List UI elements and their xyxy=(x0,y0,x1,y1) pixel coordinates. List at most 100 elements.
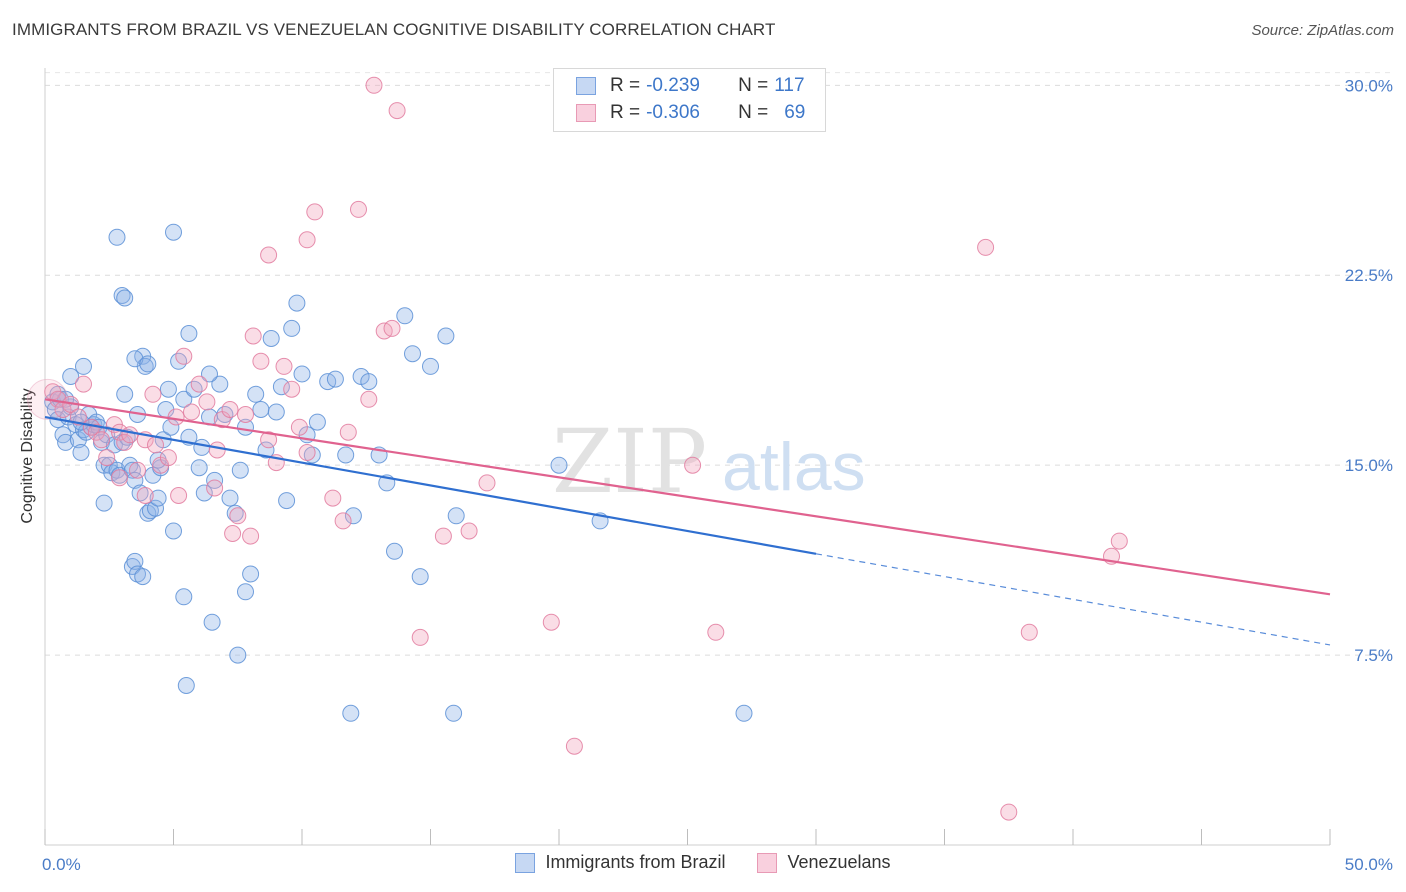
point-brazil xyxy=(447,507,465,525)
x-tick-label: 0.0% xyxy=(42,855,81,874)
point-venezuelan xyxy=(167,408,185,426)
point-brazil xyxy=(257,441,275,459)
point-brazil xyxy=(404,345,421,363)
legend-r-label: R = xyxy=(610,102,641,123)
point-brazil xyxy=(116,385,134,403)
point-brazil xyxy=(386,542,403,560)
point-brazil xyxy=(237,583,254,601)
point-venezuelan xyxy=(129,461,146,479)
legend-n-value: 117 xyxy=(774,75,805,96)
y-tick-label: 15.0% xyxy=(1345,456,1393,475)
point-brazil xyxy=(229,646,247,664)
point-venezuelan xyxy=(175,347,193,365)
point-brazil xyxy=(57,433,75,451)
point-venezuelan xyxy=(324,489,342,507)
point-venezuelan xyxy=(260,431,278,449)
point-brazil xyxy=(735,704,753,722)
point-venezuelan xyxy=(229,507,247,525)
point-venezuelan xyxy=(183,403,200,421)
legend-r-value: -0.306 xyxy=(646,102,700,123)
point-brazil xyxy=(360,373,378,391)
point-brazil xyxy=(267,403,285,421)
point-venezuelan xyxy=(283,380,301,398)
point-brazil xyxy=(221,489,239,507)
axes xyxy=(44,68,1331,846)
point-venezuelan xyxy=(206,479,224,497)
point-brazil xyxy=(247,385,265,403)
point-brazil xyxy=(445,704,463,722)
point-venezuelan xyxy=(434,527,452,545)
point-brazil xyxy=(326,370,344,388)
point-venezuelan xyxy=(334,512,352,530)
series-legend-item-venezuelans[interactable]: Venezuelans xyxy=(757,852,891,873)
point-venezuelan xyxy=(275,357,293,375)
y-tick-labels: 7.5% 15.0% 22.5% 30.0% xyxy=(1345,76,1393,665)
chart-title: IMMIGRANTS FROM BRAZIL VS VENEZUELAN COG… xyxy=(12,20,776,39)
point-venezuelan xyxy=(298,444,316,461)
point-venezuelan xyxy=(121,426,139,444)
point-venezuelan xyxy=(224,525,242,542)
point-venezuelan xyxy=(190,375,208,393)
point-venezuelan xyxy=(290,418,308,436)
point-brazil xyxy=(139,355,157,373)
legend-swatch-brazil xyxy=(576,77,596,95)
correlation-legend: R = -0.239 N = 117 R = -0.306 N = 69 xyxy=(553,68,826,132)
point-venezuelan xyxy=(244,327,262,345)
point-brazil xyxy=(95,494,113,512)
point-venezuelan xyxy=(111,469,128,487)
point-brazil xyxy=(195,484,213,502)
y-tick-label: 30.0% xyxy=(1345,76,1393,95)
y-tick-label: 7.5% xyxy=(1354,646,1393,665)
watermark: ZIP atlas xyxy=(552,410,866,513)
point-venezuelan xyxy=(208,441,226,459)
point-venezuelan xyxy=(565,737,583,755)
x-tick-labels: 0.0% 50.0% xyxy=(42,855,1393,874)
legend-n-label: N = xyxy=(738,75,769,96)
point-venezuelan xyxy=(242,527,260,545)
point-venezuelan xyxy=(69,408,87,426)
point-venezuelan xyxy=(350,200,367,218)
source-credit[interactable]: Source: ZipAtlas.com xyxy=(1251,22,1394,39)
point-brazil xyxy=(288,294,306,312)
data-points xyxy=(27,76,1128,821)
point-venezuelan xyxy=(460,522,478,540)
series-swatch-venezuelans xyxy=(757,852,778,873)
point-brazil xyxy=(193,438,211,456)
point-brazil xyxy=(396,307,414,325)
point-brazil xyxy=(422,357,439,375)
point-brazil xyxy=(170,352,188,370)
point-venezuelan xyxy=(170,487,188,504)
point-brazil xyxy=(283,319,301,337)
trend-line-brazil-extrapolated xyxy=(815,553,1331,646)
point-venezuelan xyxy=(144,385,162,403)
point-venezuelan xyxy=(93,431,110,449)
point-brazil xyxy=(126,350,144,368)
point-brazil xyxy=(159,380,177,398)
x-tick-label: 50.0% xyxy=(1345,855,1393,874)
trend-line-venezuelans xyxy=(44,398,1331,596)
point-venezuelan xyxy=(221,401,239,418)
point-brazil xyxy=(113,287,131,304)
point-brazil xyxy=(226,504,244,522)
watermark-zip: ZIP xyxy=(552,410,707,513)
watermark-atlas: atlas xyxy=(722,429,866,505)
point-brazil xyxy=(147,499,164,517)
trend-lines xyxy=(44,398,1331,646)
point-brazil xyxy=(550,456,568,474)
point-brazil xyxy=(190,459,208,477)
point-brazil xyxy=(262,330,280,347)
point-venezuelan xyxy=(707,623,725,641)
point-brazil xyxy=(177,677,195,694)
point-brazil xyxy=(165,223,182,241)
point-venezuelan xyxy=(411,628,429,646)
series-legend-item-brazil[interactable]: Immigrants from Brazil xyxy=(515,852,725,873)
point-brazil xyxy=(342,704,360,722)
point-brazil xyxy=(75,357,92,375)
point-venezuelan xyxy=(1000,803,1018,821)
point-venezuelan xyxy=(147,436,164,454)
y-tick-label: 22.5% xyxy=(1345,266,1393,285)
point-venezuelan xyxy=(360,390,378,408)
legend-row-venezuelans: R = -0.306 N = 69 xyxy=(576,101,805,125)
point-brazil xyxy=(252,401,270,418)
